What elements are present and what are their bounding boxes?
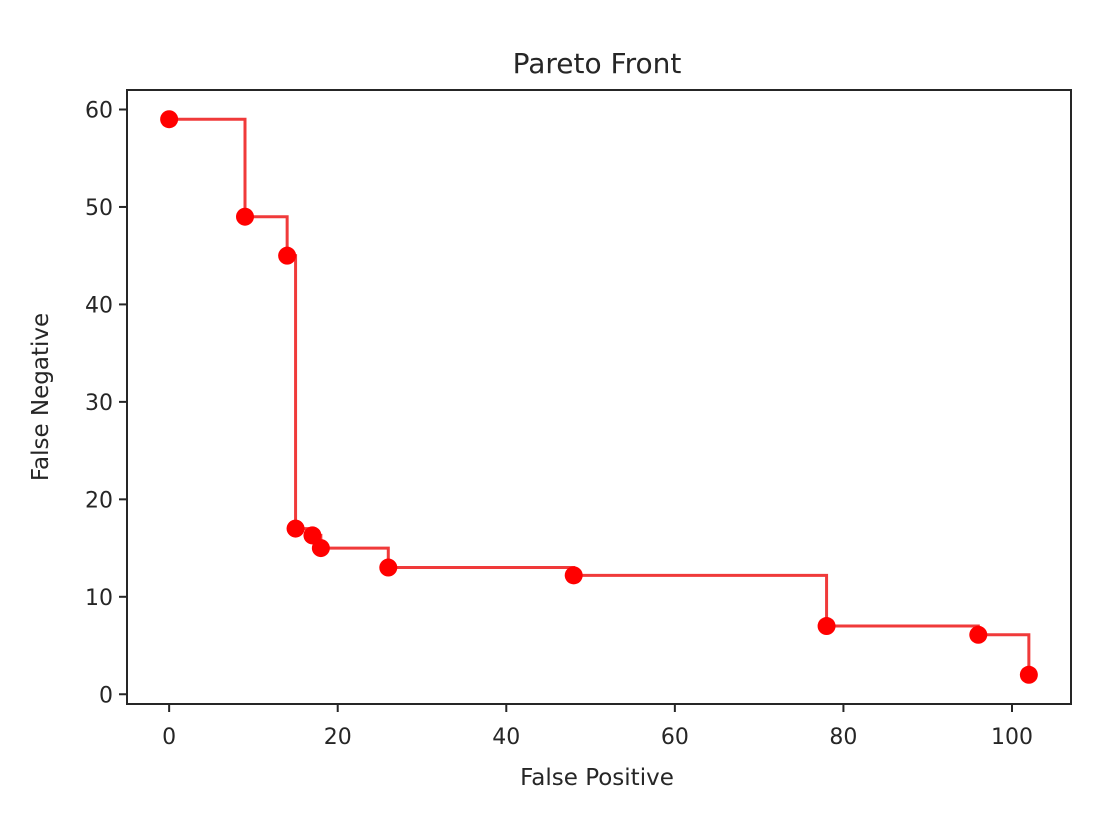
plot-frame	[126, 89, 1072, 705]
data-point	[236, 207, 254, 226]
x-tick-label: 80	[829, 725, 857, 750]
x-axis-label: False Positive	[520, 765, 674, 791]
y-tick-label: 60	[85, 98, 113, 123]
x-tick-label: 60	[661, 725, 689, 750]
y-tick-label: 20	[85, 488, 113, 513]
y-axis-label: False Negative	[28, 313, 54, 481]
plot-area	[160, 110, 1038, 684]
x-tick-label: 40	[492, 725, 520, 750]
y-axis: 0 10 20 30 40 50 60	[85, 98, 127, 708]
y-tick-label: 10	[85, 586, 113, 611]
x-axis: 0 20 40 60 80 100	[162, 704, 1033, 750]
chart-title: Pareto Front	[513, 47, 682, 80]
x-tick-label: 20	[324, 725, 352, 750]
data-point	[311, 539, 330, 558]
y-tick-label: 50	[85, 196, 113, 221]
data-point	[278, 246, 297, 265]
y-tick-label: 0	[99, 683, 113, 708]
data-point	[379, 558, 398, 577]
data-point	[286, 519, 305, 538]
data-point	[160, 110, 179, 129]
data-point	[564, 566, 583, 585]
data-point	[303, 526, 322, 545]
data-point	[817, 617, 836, 636]
data-point	[969, 625, 988, 644]
data-point	[1019, 665, 1038, 684]
y-tick-label: 40	[85, 293, 113, 318]
x-tick-label: 100	[991, 725, 1033, 750]
pareto-step-line	[169, 117, 1031, 675]
y-tick-label: 30	[85, 391, 113, 416]
x-tick-label: 0	[162, 725, 176, 750]
